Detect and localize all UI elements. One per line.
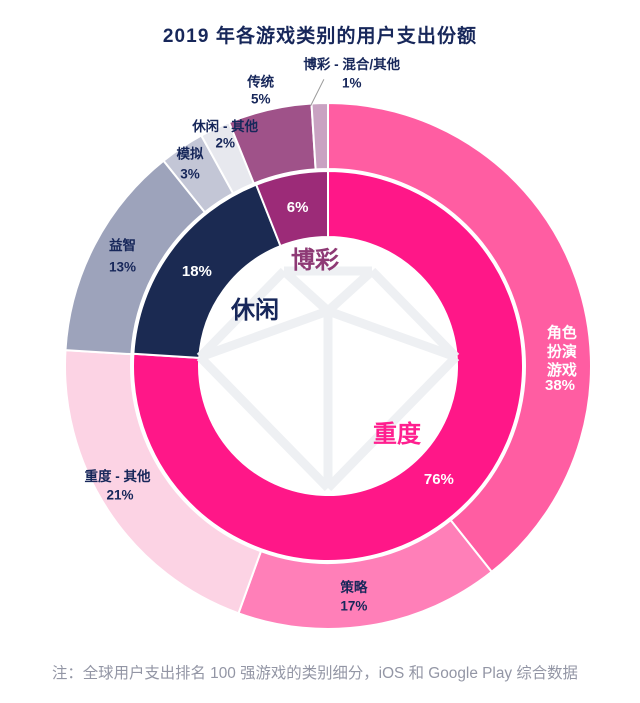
svg-text:重度: 重度 xyxy=(373,420,422,448)
svg-text:13%: 13% xyxy=(109,259,136,274)
svg-text:策略: 策略 xyxy=(340,579,367,595)
svg-text:模拟: 模拟 xyxy=(177,146,204,162)
svg-text:6%: 6% xyxy=(287,199,309,216)
svg-text:扮演: 扮演 xyxy=(547,342,577,360)
svg-text:2%: 2% xyxy=(215,135,235,150)
svg-text:博彩: 博彩 xyxy=(291,247,339,274)
svg-text:38%: 38% xyxy=(545,377,575,394)
svg-text:3%: 3% xyxy=(180,166,200,181)
svg-text:76%: 76% xyxy=(424,471,454,488)
svg-text:休闲 - 其他: 休闲 - 其他 xyxy=(191,118,258,134)
svg-text:角色: 角色 xyxy=(547,324,577,342)
svg-text:休闲: 休闲 xyxy=(230,297,279,324)
svg-text:益智: 益智 xyxy=(109,237,136,253)
svg-text:17%: 17% xyxy=(340,599,367,614)
svg-text:1%: 1% xyxy=(342,76,362,91)
svg-text:5%: 5% xyxy=(251,91,271,106)
svg-text:18%: 18% xyxy=(182,263,212,280)
svg-text:传统: 传统 xyxy=(246,73,274,89)
svg-text:21%: 21% xyxy=(106,488,133,503)
svg-text:博彩 - 混合/其他: 博彩 - 混合/其他 xyxy=(303,56,400,72)
svg-text:重度 - 其他: 重度 - 其他 xyxy=(85,468,151,484)
